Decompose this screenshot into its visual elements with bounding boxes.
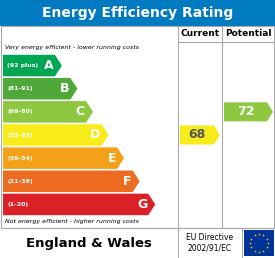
Text: 72: 72 xyxy=(237,105,254,118)
Text: (21-38): (21-38) xyxy=(7,179,33,184)
Text: (69-80): (69-80) xyxy=(7,109,32,114)
Polygon shape xyxy=(3,78,77,100)
Polygon shape xyxy=(3,55,62,76)
Text: (39-54): (39-54) xyxy=(7,156,33,161)
FancyBboxPatch shape xyxy=(244,230,274,256)
Text: EU Directive
2002/91/EC: EU Directive 2002/91/EC xyxy=(186,233,233,253)
Text: (1-20): (1-20) xyxy=(7,202,28,207)
Text: England & Wales: England & Wales xyxy=(26,237,152,249)
Text: B: B xyxy=(60,82,69,95)
Polygon shape xyxy=(3,171,140,192)
Polygon shape xyxy=(3,194,155,215)
Text: G: G xyxy=(137,198,147,211)
Text: (92 plus): (92 plus) xyxy=(7,63,38,68)
Polygon shape xyxy=(3,147,124,169)
FancyBboxPatch shape xyxy=(0,0,275,26)
Polygon shape xyxy=(3,101,93,123)
Text: Energy Efficiency Rating: Energy Efficiency Rating xyxy=(42,6,233,20)
Polygon shape xyxy=(3,124,109,146)
Text: Current: Current xyxy=(180,29,219,38)
Polygon shape xyxy=(180,125,220,144)
Text: E: E xyxy=(108,152,116,165)
Text: Potential: Potential xyxy=(225,29,272,38)
Text: F: F xyxy=(123,175,132,188)
Text: (55-68): (55-68) xyxy=(7,133,33,138)
Text: C: C xyxy=(76,105,85,118)
Text: (81-91): (81-91) xyxy=(7,86,33,91)
Text: A: A xyxy=(44,59,54,72)
Text: 68: 68 xyxy=(188,128,206,141)
Text: D: D xyxy=(90,128,101,141)
Text: Very energy efficient - lower running costs: Very energy efficient - lower running co… xyxy=(5,45,139,51)
Text: Not energy efficient - higher running costs: Not energy efficient - higher running co… xyxy=(5,220,139,224)
Polygon shape xyxy=(224,102,273,121)
